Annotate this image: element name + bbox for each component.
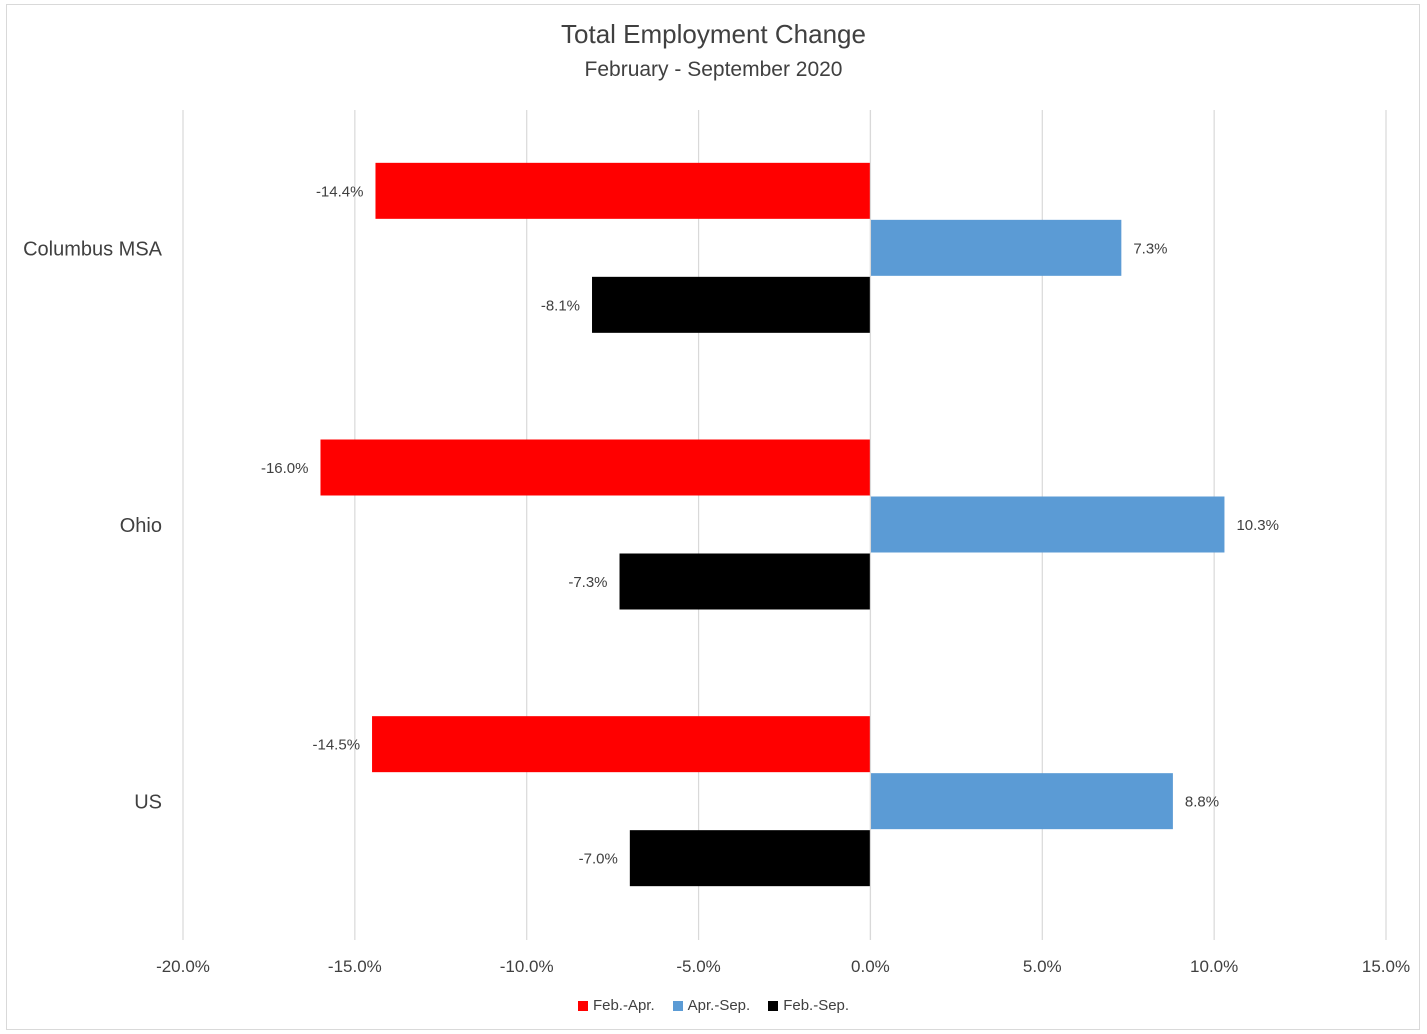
bar [870,219,1122,276]
data-label: -14.5% [313,737,361,754]
data-label: 10.3% [1236,517,1279,534]
x-tick-label: 5.0% [1023,957,1062,976]
bar [870,773,1173,830]
legend-swatch [577,1000,588,1011]
category-label: US [134,792,162,814]
data-label: 7.3% [1133,240,1167,257]
x-tick-label: 15.0% [1362,957,1410,976]
bar [375,162,871,219]
category-label: Ohio [120,515,162,537]
x-tick-label: 10.0% [1190,957,1238,976]
legend: Feb.-Apr. Apr.-Sep. Feb.-Sep. [0,997,1427,1014]
legend-label: Feb.-Apr. [592,997,655,1014]
x-tick-label: -20.0% [156,957,210,976]
category-label: Columbus MSA [23,238,163,260]
data-label: -7.0% [579,851,618,868]
data-label: -7.3% [568,574,607,591]
chart-subtitle: February - September 2020 [584,58,843,81]
legend-item-apr-sep: Apr.-Sep. [672,997,751,1014]
x-tick-label: -5.0% [676,957,720,976]
bar [619,553,871,610]
legend-swatch [768,1000,779,1011]
data-label: -16.0% [261,460,309,477]
data-label: 8.8% [1185,794,1219,811]
legend-item-feb-sep: Feb.-Sep. [768,997,849,1014]
legend-item-feb-apr: Feb.-Apr. [577,997,655,1014]
data-label: -14.4% [316,183,364,200]
chart-title: Total Employment Change [561,19,866,49]
x-tick-label: -15.0% [328,957,382,976]
data-label: -8.1% [541,297,580,314]
bar [629,830,871,887]
x-tick-label: -10.0% [500,957,554,976]
legend-label: Apr.-Sep. [687,997,751,1014]
x-tick-label: 0.0% [851,957,890,976]
bar [320,439,871,496]
bar [592,276,871,333]
legend-swatch [672,1000,683,1011]
bar [870,496,1225,553]
legend-label: Feb.-Sep. [783,997,850,1014]
bar [372,716,871,773]
